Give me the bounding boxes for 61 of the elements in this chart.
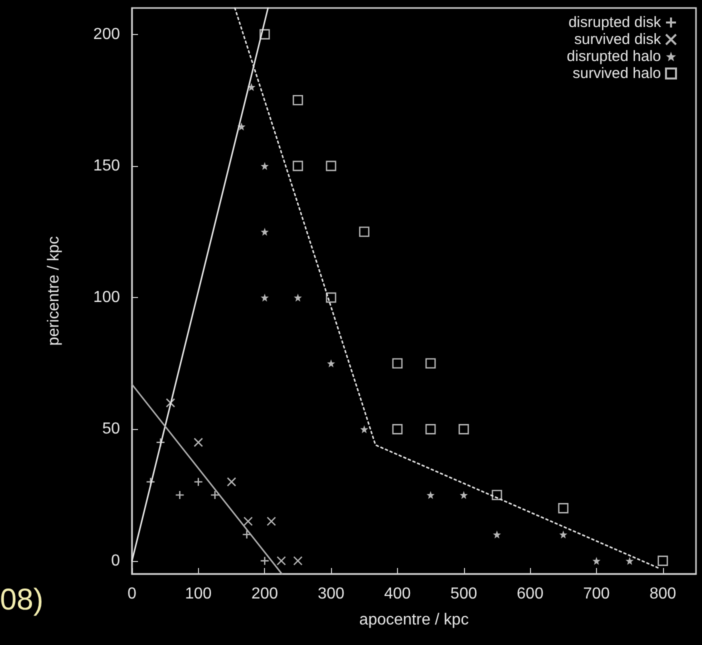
point [292, 160, 304, 172]
x-tick-label: 500 [450, 586, 478, 602]
point [260, 29, 270, 40]
point [260, 228, 269, 236]
point [460, 491, 468, 500]
x-tick-label: 800 [649, 586, 676, 602]
point [492, 490, 502, 500]
point [175, 490, 184, 500]
point [592, 556, 600, 565]
point [276, 556, 286, 566]
point [327, 359, 336, 368]
point [210, 490, 220, 500]
x-tick-label: 0 [128, 586, 137, 602]
point [425, 358, 436, 369]
point [392, 358, 403, 369]
point [426, 491, 435, 500]
x-axis-title: apocentre / kpc [359, 612, 469, 628]
point [392, 424, 403, 434]
point [237, 122, 246, 130]
point [458, 424, 469, 434]
x-tick-label: 600 [516, 586, 544, 602]
point [266, 516, 276, 526]
legend-label: disrupted halo [566, 48, 661, 65]
point [292, 94, 304, 106]
point [326, 292, 336, 303]
point [658, 556, 668, 566]
x-tick-label: 100 [185, 586, 212, 602]
point [359, 226, 370, 237]
legend-label: survived halo [572, 65, 661, 82]
y-tick-label: 200 [93, 26, 120, 43]
point [293, 556, 303, 566]
y-tick-label: 50 [102, 420, 120, 438]
x-tick-label: 300 [318, 586, 345, 602]
point [242, 530, 252, 540]
x-tick-label: 400 [384, 586, 411, 602]
legend-label: survived disk [574, 31, 662, 48]
y-axis-title: pericentre / kpc [46, 236, 62, 346]
point [260, 294, 269, 302]
point [559, 530, 568, 539]
x-tick-label: 700 [583, 586, 610, 602]
point [626, 556, 634, 565]
y-tick-label: 100 [93, 289, 120, 306]
point [194, 477, 204, 487]
point [166, 398, 176, 408]
y-tick-label: 0 [111, 552, 120, 570]
x-tick-label: 200 [251, 586, 278, 602]
point [425, 424, 436, 434]
point [360, 425, 368, 434]
legend-label: disrupted disk [568, 14, 662, 31]
text: 08) [0, 584, 44, 616]
point [243, 516, 253, 526]
point [260, 556, 270, 566]
point [492, 530, 501, 539]
point [226, 477, 236, 487]
y-tick-label: 150 [93, 157, 120, 174]
point [260, 162, 269, 170]
point [294, 294, 302, 302]
point [558, 503, 568, 514]
point [326, 160, 336, 172]
point [194, 438, 204, 448]
point [247, 82, 256, 91]
